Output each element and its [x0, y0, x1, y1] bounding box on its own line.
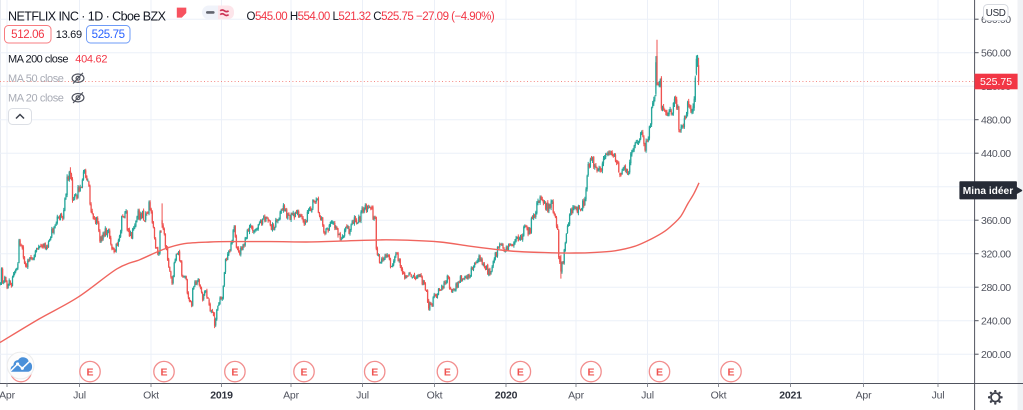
svg-text:NETFLIX INC · 1D · Cboe BZX: NETFLIX INC · 1D · Cboe BZX [8, 9, 167, 23]
svg-text:Okt: Okt [711, 390, 727, 402]
svg-text:Apr: Apr [568, 390, 584, 402]
svg-text:Mina idéer: Mina idéer [963, 186, 1013, 197]
svg-text:404.62: 404.62 [75, 53, 107, 65]
svg-text:E: E [86, 367, 93, 379]
svg-text:Jul: Jul [641, 390, 654, 402]
svg-text:MA 200 close: MA 200 close [8, 53, 68, 65]
svg-text:525.75: 525.75 [92, 29, 125, 41]
svg-text:13.69: 13.69 [56, 29, 82, 41]
svg-text:240.00: 240.00 [981, 315, 1011, 327]
svg-text:Apr: Apr [0, 390, 16, 402]
svg-text:Jul: Jul [73, 390, 86, 402]
svg-text:E: E [587, 367, 594, 379]
svg-text:E: E [444, 367, 451, 379]
svg-text:E: E [160, 367, 167, 379]
svg-text:320.00: 320.00 [981, 248, 1011, 260]
svg-text:O545.00 H554.00 L521.32 C525.7: O545.00 H554.00 L521.32 C525.75 −27.09 (… [247, 11, 495, 23]
svg-text:E: E [300, 367, 307, 379]
svg-text:2021: 2021 [779, 390, 802, 402]
svg-text:512.06: 512.06 [11, 29, 44, 41]
svg-text:560.00: 560.00 [981, 47, 1011, 59]
svg-text:2019: 2019 [210, 390, 233, 402]
svg-text:525.75: 525.75 [980, 76, 1012, 88]
svg-text:480.00: 480.00 [981, 114, 1011, 126]
svg-text:E: E [517, 367, 524, 379]
svg-text:200.00: 200.00 [981, 349, 1011, 361]
svg-text:Okt: Okt [143, 390, 159, 402]
svg-text:MA 50 close: MA 50 close [8, 73, 64, 85]
svg-text:Jul: Jul [356, 390, 369, 402]
svg-text:Apr: Apr [283, 390, 299, 402]
svg-text:E: E [371, 367, 378, 379]
svg-text:Okt: Okt [427, 390, 443, 402]
svg-text:Apr: Apr [856, 390, 872, 402]
svg-text:Jul: Jul [932, 390, 945, 402]
svg-text:280.00: 280.00 [981, 282, 1011, 294]
svg-text:E: E [727, 367, 734, 379]
svg-text:MA 20 close: MA 20 close [8, 92, 64, 104]
svg-text:2020: 2020 [495, 390, 518, 402]
svg-text:440.00: 440.00 [981, 148, 1011, 160]
svg-text:E: E [231, 367, 238, 379]
svg-text:360.00: 360.00 [981, 215, 1011, 227]
svg-text:USD: USD [986, 8, 1006, 19]
svg-text:E: E [656, 367, 663, 379]
